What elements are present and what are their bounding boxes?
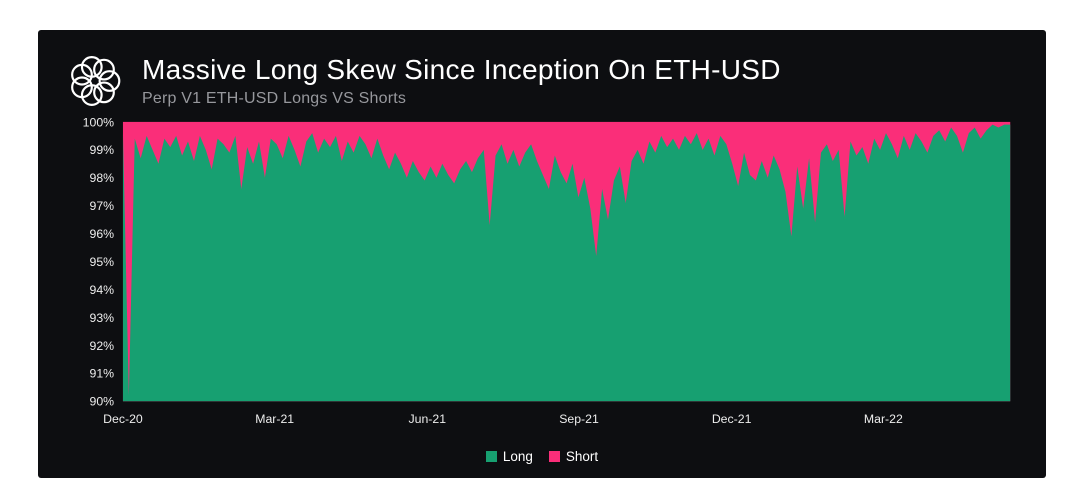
chart-title: Massive Long Skew Since Inception On ETH… <box>142 54 781 86</box>
svg-text:93%: 93% <box>90 311 115 325</box>
svg-text:99%: 99% <box>90 143 115 157</box>
svg-text:95%: 95% <box>90 255 115 269</box>
svg-text:92%: 92% <box>90 339 115 353</box>
legend-item-long: Long <box>485 449 533 464</box>
svg-text:100%: 100% <box>83 116 114 129</box>
svg-text:97%: 97% <box>90 199 115 213</box>
svg-text:Mar-22: Mar-22 <box>864 412 903 426</box>
svg-text:94%: 94% <box>90 283 115 297</box>
legend-long-label: Long <box>502 449 533 464</box>
chart-card: Massive Long Skew Since Inception On ETH… <box>38 30 1046 478</box>
svg-text:Jun-21: Jun-21 <box>409 412 447 426</box>
legend-item-short: Short <box>548 449 599 464</box>
svg-text:90%: 90% <box>90 395 115 409</box>
svg-text:Sep-21: Sep-21 <box>559 412 599 426</box>
svg-text:96%: 96% <box>90 227 115 241</box>
chart-header: Massive Long Skew Since Inception On ETH… <box>64 50 1020 112</box>
chart-legend: Long Short <box>60 447 1024 470</box>
svg-text:98%: 98% <box>90 171 115 185</box>
legend-short-swatch <box>548 451 560 462</box>
stacked-area-chart: 100% 99% 98% 97% 96% 95% 94% 93% 92% 91% 90% Dec-20… <box>83 116 1011 426</box>
svg-text:Mar-21: Mar-21 <box>255 412 294 426</box>
svg-text:Dec-20: Dec-20 <box>103 412 143 426</box>
chart-subtitle: Perp V1 ETH-USD Longs VS Shorts <box>142 89 407 107</box>
legend-long-swatch <box>485 451 497 462</box>
chart-area: 100% 99% 98% 97% 96% 95% 94% 93% 92% 91% 90% Dec-20… <box>60 116 1024 447</box>
legend-short-label: Short <box>565 449 599 464</box>
svg-text:91%: 91% <box>90 367 115 381</box>
svg-text:Dec-21: Dec-21 <box>712 412 752 426</box>
perp-protocol-logo-icon <box>71 56 121 106</box>
title-block: Massive Long Skew Since Inception On ETH… <box>142 54 781 107</box>
